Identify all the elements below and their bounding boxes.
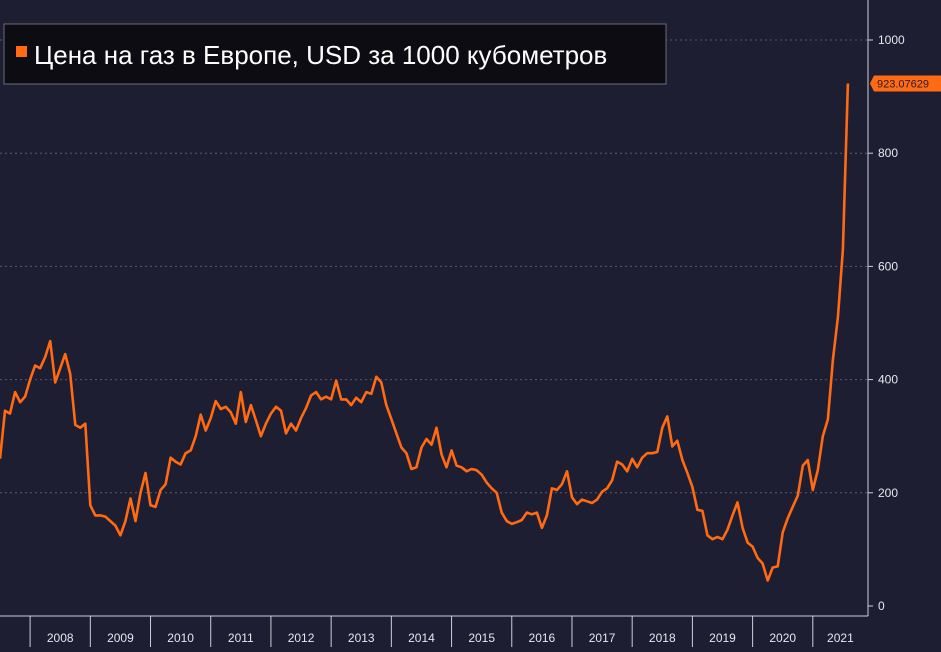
x-axis: 2008 2009 2010 2011 2012 2013 2014 2015 2016 2017… [0, 615, 868, 647]
x-tick-label: 2012 [288, 631, 315, 645]
x-tick-label: 2019 [709, 631, 736, 645]
x-tick-label: 2015 [468, 631, 495, 645]
series-group [0, 83, 850, 582]
legend-swatch [16, 46, 27, 57]
series-line [0, 83, 850, 582]
legend-box [3, 23, 667, 85]
y-tick-label: 0 [878, 599, 885, 613]
x-tick-label: 2009 [107, 631, 134, 645]
grid [0, 39, 868, 494]
last-value-badge-bg [870, 75, 941, 92]
x-tick-label: 2013 [348, 631, 375, 645]
y-tick-label: 800 [878, 146, 898, 160]
y-tick-label: 1000 [878, 33, 905, 47]
x-tick-label: 2010 [167, 631, 194, 645]
y-axis: 0 200 400 600 800 1000 [867, 0, 905, 616]
last-value-badge: 923.07629 [870, 75, 941, 92]
y-tick-label: 400 [878, 373, 898, 387]
x-tick-label: 2008 [47, 631, 74, 645]
x-tick-label: 2016 [529, 631, 556, 645]
x-tick-label: 2018 [649, 631, 676, 645]
last-value-label: 923.07629 [877, 79, 929, 91]
x-tick-label: 2020 [769, 631, 796, 645]
x-tick-label: 2011 [228, 631, 254, 645]
x-tick-label: 2021 [827, 631, 854, 645]
y-tick-label: 600 [878, 259, 898, 273]
x-tick-label: 2017 [589, 631, 616, 645]
x-tick-label: 2014 [408, 631, 435, 645]
legend-label: Цена на газ в Европе, USD за 1000 кубоме… [34, 40, 607, 70]
y-tick-label: 200 [878, 486, 898, 500]
legend: Цена на газ в Европе, USD за 1000 кубоме… [3, 23, 667, 85]
